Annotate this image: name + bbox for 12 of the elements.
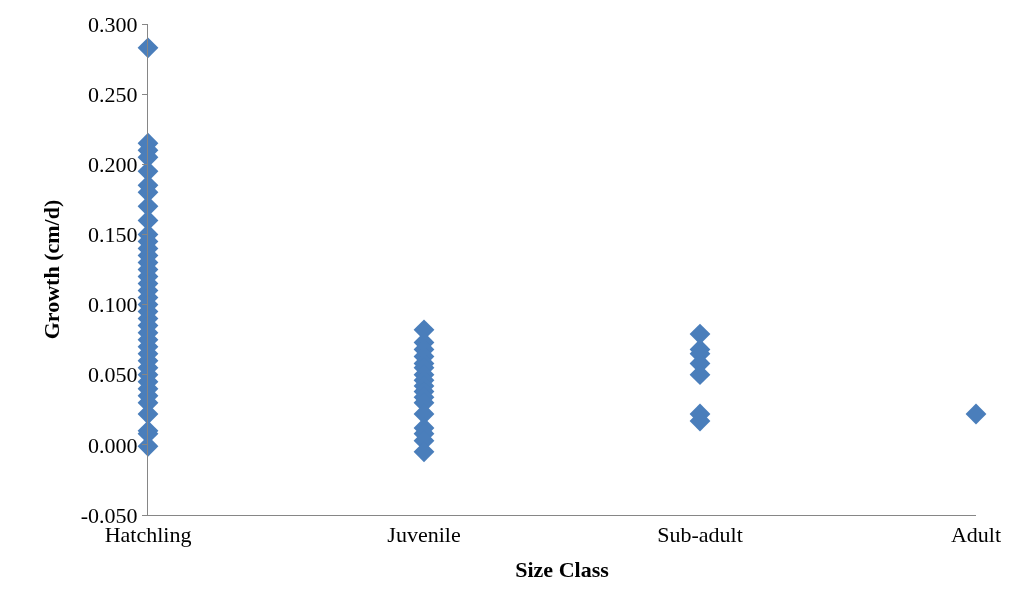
- y-tick-label: 0.150: [88, 222, 138, 248]
- y-tick-label: 0.250: [88, 81, 138, 107]
- y-tick-label: 0.100: [88, 292, 138, 318]
- y-tick-label: 0.300: [88, 11, 138, 37]
- y-tick-label: 0.050: [88, 362, 138, 388]
- x-axis-title: Size Class: [515, 557, 610, 583]
- y-tick-label: 0.000: [88, 432, 138, 458]
- x-tick-label: Adult: [950, 522, 1002, 548]
- y-tick-label: 0.200: [88, 151, 138, 177]
- x-tick-label: Sub-adult: [657, 522, 743, 548]
- y-axis-title: Growth (cm/d): [38, 199, 64, 340]
- x-tick-label: Juvenile: [387, 522, 461, 548]
